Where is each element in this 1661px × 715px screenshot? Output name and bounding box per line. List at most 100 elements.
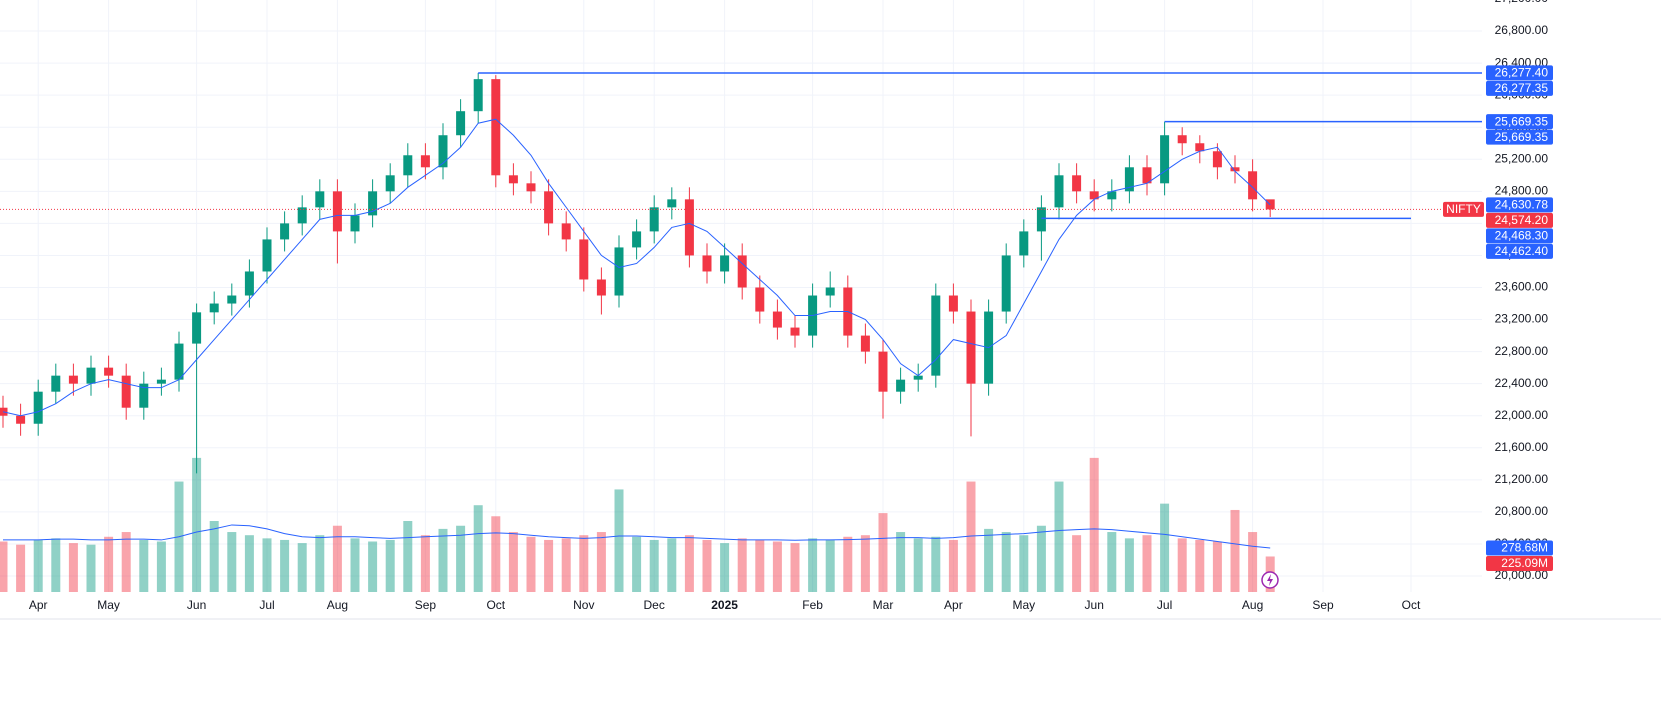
candle-body — [244, 271, 254, 296]
grid — [0, 0, 1482, 592]
volume-bar — [632, 536, 642, 592]
volume-bar — [966, 481, 976, 592]
symbol-tag — [1443, 201, 1484, 217]
volume-bar — [825, 539, 835, 592]
volume-bar — [1107, 532, 1117, 592]
candle-body — [1001, 255, 1011, 312]
volume-bar — [772, 541, 782, 592]
candle-body — [262, 239, 272, 272]
candle-body — [896, 379, 906, 392]
volume-bar — [1248, 532, 1258, 592]
price-label-box — [1486, 80, 1553, 96]
candle-body — [649, 207, 659, 232]
volume-bar — [192, 457, 202, 592]
volume-bar — [68, 543, 78, 592]
candle-body — [614, 247, 624, 296]
price-label-box — [1486, 197, 1553, 213]
volume-bar — [561, 538, 571, 592]
volume-bar — [403, 521, 413, 592]
candle-body — [121, 375, 131, 408]
y-tick-label: 27,200.00 — [1495, 0, 1549, 5]
x-tick-label: Feb — [802, 598, 823, 612]
x-tick-label: Apr — [944, 598, 963, 612]
candle-body — [86, 367, 96, 384]
volume-bar — [596, 532, 606, 592]
volume-bar — [1195, 539, 1205, 592]
candle-body — [68, 375, 78, 384]
y-tick-label: 20,800.00 — [1495, 504, 1549, 518]
candle-body — [860, 335, 870, 352]
candle-body — [1089, 191, 1099, 200]
y-tick-label: 26,800.00 — [1495, 23, 1549, 37]
price-label: 25,669.35 — [1495, 130, 1549, 144]
candle-body — [209, 303, 219, 313]
volume-bar — [1212, 541, 1222, 592]
candle-body — [51, 375, 61, 392]
candle-body — [596, 279, 606, 296]
price-label-box — [1486, 129, 1553, 145]
candle-body — [297, 207, 307, 224]
candle-body — [227, 295, 237, 304]
x-tick-label: Aug — [1242, 598, 1263, 612]
candle-body — [579, 239, 589, 280]
candle-body — [878, 351, 888, 392]
volume-bar — [790, 543, 800, 592]
volume-bar — [262, 538, 272, 592]
candle-body — [508, 175, 518, 184]
volume-bar — [209, 521, 219, 592]
candle-body — [420, 155, 430, 168]
volume-label-box — [1486, 540, 1553, 556]
volume-bar — [1160, 503, 1170, 592]
candle-body — [156, 379, 166, 384]
x-tick-label: 2025 — [711, 598, 738, 612]
volume-bar — [227, 532, 237, 592]
candle-body — [526, 183, 536, 192]
price-label: 26,277.35 — [1495, 81, 1549, 95]
candle-body — [720, 255, 730, 272]
ma-line — [2, 118, 1271, 417]
y-tick-label: 22,800.00 — [1495, 344, 1549, 358]
volume-bar — [315, 535, 325, 592]
volume-bar — [508, 532, 518, 592]
volume-bar — [649, 539, 659, 592]
candle-body — [772, 311, 782, 328]
candle-body — [702, 255, 712, 272]
x-tick-label: Oct — [486, 598, 505, 612]
candle-body — [350, 215, 360, 232]
volume-bar — [1177, 538, 1187, 592]
volume-label-box — [1486, 556, 1553, 572]
candle-body — [632, 231, 642, 248]
candle-body — [1072, 175, 1082, 192]
volume-bar — [1124, 538, 1134, 592]
candle-body — [456, 111, 466, 136]
candle-body — [33, 391, 43, 424]
y-tick-label: 20,000.00 — [1495, 568, 1549, 582]
candle-body — [1107, 191, 1117, 200]
candle-body — [368, 191, 378, 216]
volume-bar — [1036, 525, 1046, 592]
volume-bar — [368, 541, 378, 592]
y-tick-label: 23,600.00 — [1495, 280, 1549, 294]
candle-body — [1019, 231, 1029, 256]
price-label: 25,669.35 — [1495, 114, 1549, 128]
y-tick-label: 22,400.00 — [1495, 376, 1549, 390]
volume-bar — [33, 539, 43, 592]
volume-bar — [350, 538, 360, 592]
volume-bar — [843, 536, 853, 592]
symbol-label: NIFTY — [1446, 202, 1481, 216]
marks — [0, 72, 1482, 592]
axis: 20,000.0020,400.0020,800.0021,200.0021,6… — [29, 0, 1553, 612]
candle-body — [1142, 167, 1152, 184]
candle-body — [913, 375, 923, 380]
volume-label: 225.09M — [1501, 556, 1548, 570]
volume-bar — [1072, 535, 1082, 592]
volume-bar — [702, 539, 712, 592]
price-label-box — [1486, 114, 1553, 130]
volume-bar — [438, 528, 448, 592]
candle-body — [192, 312, 202, 344]
volume-ma-line — [3, 524, 1271, 549]
volume-bar — [456, 525, 466, 592]
candle-body — [544, 191, 554, 224]
volume-bar — [385, 539, 395, 592]
candle-body — [755, 287, 765, 312]
